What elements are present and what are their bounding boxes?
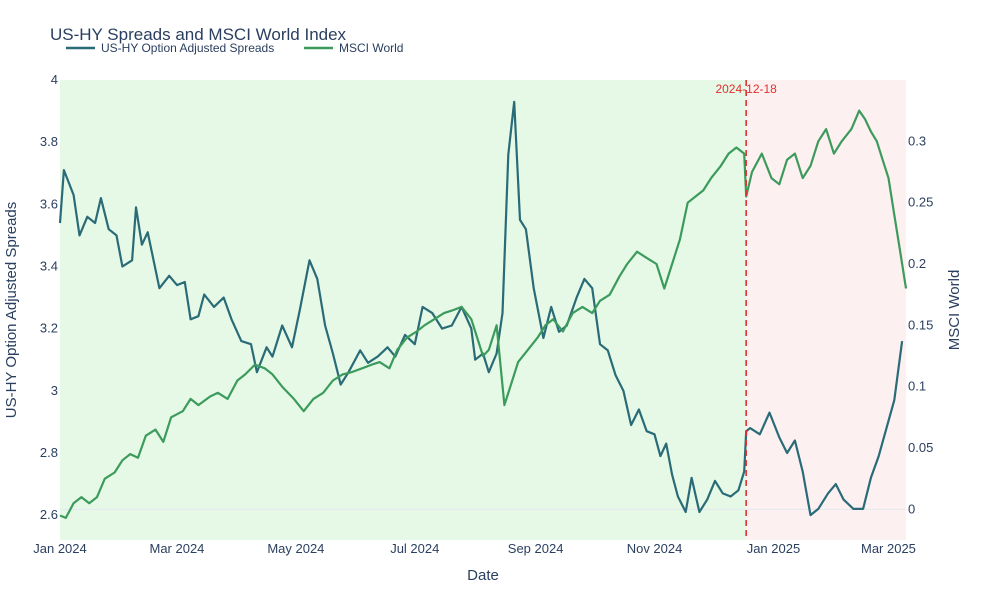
x-tick-label: Mar 2024 <box>149 541 204 556</box>
right-tick-label: 0.05 <box>908 440 933 455</box>
x-tick-label: Mar 2025 <box>861 541 916 556</box>
right-axis-title: MSCI World <box>946 270 963 351</box>
x-axis-ticks: Jan 2024 Mar 2024 May 2024 Jul 2024 Sep 2024… <box>33 541 916 556</box>
right-tick-label: 0.3 <box>908 133 926 148</box>
cutoff-date-label: 2024-12-18 <box>715 82 777 96</box>
right-tick-label: 0 <box>908 501 915 516</box>
left-axis-ticks: 2.6 2.8 3 3.2 3.4 3.6 3.8 4 <box>40 72 58 522</box>
left-tick-label: 3.2 <box>40 321 58 336</box>
right-tick-label: 0.15 <box>908 317 933 332</box>
left-axis-title: US-HY Option Adjusted Spreads <box>3 202 20 419</box>
x-tick-label: Jul 2024 <box>390 541 439 556</box>
left-tick-label: 3.4 <box>40 258 58 273</box>
left-tick-label: 3 <box>51 383 58 398</box>
left-tick-label: 3.8 <box>40 134 58 149</box>
annotation-layer: 2024-12-18 <box>715 80 777 540</box>
x-tick-label: Jan 2024 <box>33 541 87 556</box>
right-tick-label: 0.2 <box>908 256 926 271</box>
right-axis-ticks: 0 0.05 0.1 0.15 0.2 0.25 0.3 <box>908 133 933 516</box>
legend-label-msci[interactable]: MSCI World <box>339 41 403 55</box>
legend-label-spreads[interactable]: US-HY Option Adjusted Spreads <box>101 41 274 55</box>
background-region-1 <box>746 80 906 540</box>
left-tick-label: 3.6 <box>40 196 58 211</box>
x-tick-label: Sep 2024 <box>508 541 564 556</box>
x-axis-title: Date <box>467 567 499 584</box>
series-lines <box>58 100 908 520</box>
left-tick-label: 2.8 <box>40 445 58 460</box>
chart-title: US-HY Spreads and MSCI World Index <box>50 25 347 44</box>
background-regions <box>60 80 906 540</box>
series-line-spreads[interactable] <box>58 100 904 517</box>
x-tick-label: Jan 2025 <box>747 541 801 556</box>
x-tick-label: Nov 2024 <box>627 541 683 556</box>
left-tick-label: 2.6 <box>40 507 58 522</box>
background-region-0 <box>60 80 747 540</box>
right-tick-label: 0.25 <box>908 195 933 210</box>
legend: US-HY Option Adjusted Spreads MSCI World <box>66 41 403 55</box>
left-tick-label: 4 <box>51 72 58 87</box>
x-tick-label: May 2024 <box>267 541 324 556</box>
right-tick-label: 0.1 <box>908 379 926 394</box>
series-line-msci[interactable] <box>59 109 908 520</box>
